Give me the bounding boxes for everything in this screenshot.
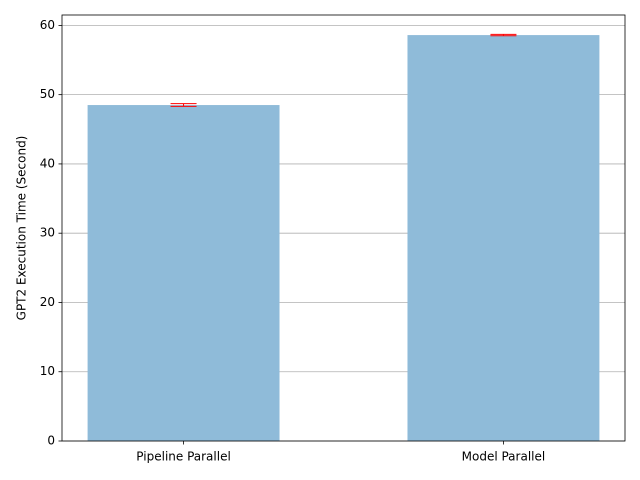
bar <box>87 105 280 442</box>
y-tick-label: 40 <box>40 156 55 170</box>
bar <box>407 35 600 442</box>
plot-frame <box>61 14 626 442</box>
y-tick-label: 10 <box>40 364 55 378</box>
y-tick-label: 20 <box>40 295 55 309</box>
x-tick-label: Pipeline Parallel <box>136 450 231 464</box>
y-tick-label: 50 <box>40 87 55 101</box>
y-axis-label: GPT2 Execution Time (Second) <box>15 136 29 321</box>
error-bar <box>490 33 517 37</box>
y-tick-label: 30 <box>40 226 55 240</box>
x-tick-label: Model Parallel <box>462 450 546 464</box>
y-tick-label: 60 <box>40 18 55 32</box>
error-bar <box>170 103 197 107</box>
y-tick-label: 0 <box>47 434 55 448</box>
